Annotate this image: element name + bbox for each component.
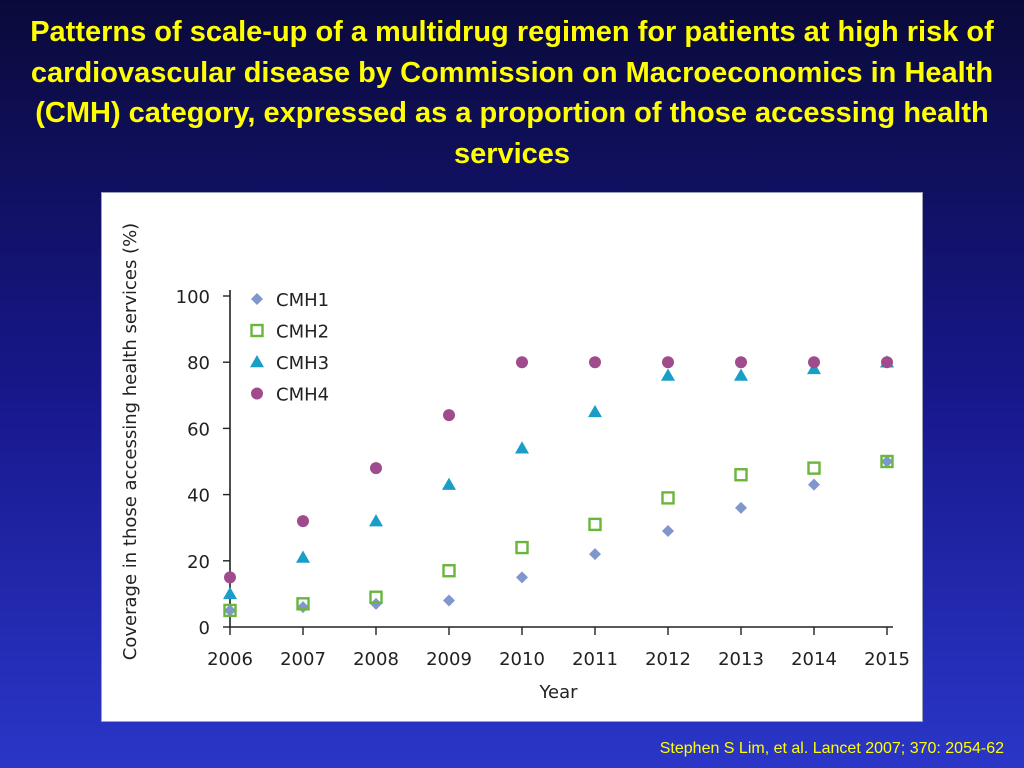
y-tick-label: 40 — [187, 486, 210, 507]
x-tick-label: 2012 — [645, 649, 691, 670]
legend-marker-cmh4 — [251, 387, 263, 400]
cmh2-point — [442, 564, 456, 578]
cmh2-point — [515, 540, 529, 555]
cmh3-point — [369, 514, 383, 527]
cmh1-point — [808, 478, 820, 491]
x-tick-label: 2013 — [718, 649, 764, 670]
cmh3-point — [442, 477, 456, 490]
cmh3-point — [223, 586, 237, 600]
cmh2-point — [296, 597, 310, 611]
cmh4-point — [881, 356, 893, 369]
y-tick-label: 100 — [176, 287, 210, 308]
cmh1-point — [516, 571, 528, 584]
y-tick-label: 80 — [187, 353, 210, 374]
cmh2-point — [734, 468, 748, 482]
cmh4-point — [224, 571, 236, 584]
x-tick-label: 2010 — [499, 649, 545, 670]
cmh1-point — [224, 604, 236, 617]
citation: Stephen S Lim, et al. Lancet 2007; 370: … — [659, 740, 1004, 757]
x-tick-label: 2008 — [353, 649, 399, 670]
cmh1-point — [735, 501, 747, 514]
y-axis-label: Coverage in those accessing health servi… — [120, 223, 141, 660]
cmh3-point — [661, 368, 675, 381]
cmh4-point — [297, 515, 309, 528]
legend-label-cmh1: CMH1 — [276, 290, 329, 311]
legend-marker-cmh3 — [250, 355, 264, 368]
cmh2-point — [223, 603, 237, 618]
cmh4-point — [662, 356, 674, 369]
cmh1-point — [881, 455, 893, 468]
y-tick-label: 60 — [187, 419, 210, 440]
cmh4-point — [370, 462, 382, 475]
legend-label-cmh4: CMH4 — [276, 385, 329, 406]
x-tick-label: 2015 — [864, 649, 910, 670]
legend-marker-cmh2 — [250, 323, 264, 338]
x-axis-label: Year — [538, 682, 578, 703]
cmh3-point — [734, 368, 748, 381]
cmh1-point — [662, 525, 674, 538]
cmh2-point — [880, 454, 894, 469]
cmh2-point — [661, 491, 675, 505]
x-tick-label: 2007 — [280, 649, 326, 670]
cmh1-point — [297, 601, 309, 614]
cmh4-point — [443, 409, 455, 422]
cmh2-point — [369, 590, 383, 604]
x-tick-label: 2014 — [791, 649, 837, 670]
cmh4-point — [589, 356, 601, 369]
cmh3-point — [296, 550, 310, 563]
legend-label-cmh3: CMH3 — [276, 353, 329, 374]
cmh2-point — [588, 517, 602, 532]
x-tick-label: 2009 — [426, 649, 472, 670]
legend-marker-cmh1 — [251, 293, 263, 305]
slide-title: Patterns of scale-up of a multidrug regi… — [30, 16, 994, 170]
x-tick-label: 2006 — [207, 649, 253, 670]
cmh2-point — [807, 461, 821, 475]
x-tick-label: 2011 — [572, 649, 618, 670]
cmh4-point — [735, 356, 747, 369]
cmh3-point — [515, 441, 529, 454]
cmh3-point — [588, 404, 602, 418]
cmh4-point — [516, 356, 528, 369]
chart-panel: Coverage in those accessing health servi… — [101, 192, 923, 722]
cmh1-point — [589, 548, 601, 561]
coverage-scatter-chart: Coverage in those accessing health servi… — [120, 223, 910, 703]
cmh1-point — [443, 594, 455, 607]
cmh4-point — [808, 356, 820, 369]
legend-label-cmh2: CMH2 — [276, 322, 329, 343]
y-tick-label: 20 — [187, 552, 210, 573]
y-tick-label: 0 — [199, 618, 210, 639]
